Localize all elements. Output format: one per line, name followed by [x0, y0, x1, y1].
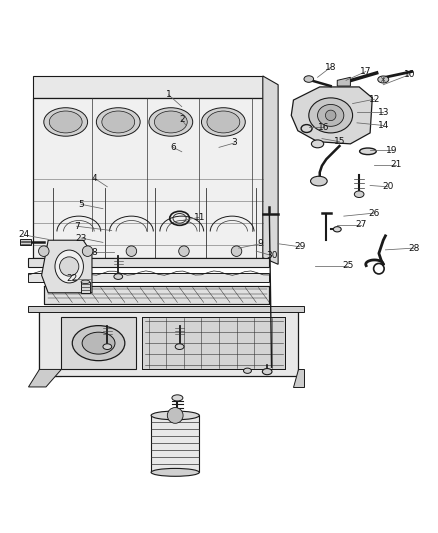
Ellipse shape [103, 344, 112, 350]
Ellipse shape [49, 111, 82, 133]
Text: 3: 3 [231, 139, 237, 148]
Polygon shape [291, 87, 372, 144]
Text: 13: 13 [378, 108, 389, 117]
Text: 27: 27 [356, 220, 367, 229]
Ellipse shape [304, 76, 314, 82]
Text: 5: 5 [78, 200, 84, 209]
Text: 2: 2 [179, 115, 184, 124]
Ellipse shape [378, 76, 389, 83]
Polygon shape [293, 369, 304, 387]
Text: 16: 16 [318, 123, 330, 132]
Ellipse shape [151, 411, 199, 420]
Ellipse shape [96, 108, 140, 136]
Text: 10: 10 [404, 70, 415, 79]
Circle shape [325, 110, 336, 120]
Polygon shape [263, 76, 278, 264]
Ellipse shape [262, 368, 272, 375]
Ellipse shape [172, 395, 183, 401]
Text: 4: 4 [92, 174, 97, 182]
Ellipse shape [102, 111, 135, 133]
Text: 6: 6 [170, 143, 176, 152]
Circle shape [39, 246, 49, 256]
Ellipse shape [151, 469, 199, 477]
Ellipse shape [311, 140, 324, 148]
Circle shape [231, 246, 242, 256]
Ellipse shape [318, 104, 344, 126]
Text: 17: 17 [360, 67, 371, 76]
Ellipse shape [114, 274, 123, 279]
Circle shape [60, 257, 79, 276]
Text: 19: 19 [386, 146, 398, 155]
Text: 25: 25 [343, 261, 354, 270]
Ellipse shape [201, 108, 245, 136]
Text: 18: 18 [325, 63, 336, 72]
Polygon shape [28, 258, 269, 266]
Text: 22: 22 [67, 274, 78, 283]
Circle shape [167, 408, 183, 423]
Ellipse shape [44, 108, 88, 136]
Polygon shape [28, 306, 304, 312]
Polygon shape [33, 98, 263, 258]
Text: 23: 23 [75, 233, 87, 243]
Polygon shape [20, 239, 31, 246]
Polygon shape [337, 77, 350, 86]
Text: 9: 9 [258, 239, 264, 248]
Ellipse shape [360, 148, 376, 155]
Ellipse shape [175, 344, 184, 350]
Text: 28: 28 [408, 244, 420, 253]
Polygon shape [142, 317, 285, 369]
Ellipse shape [333, 227, 341, 232]
Text: 1: 1 [166, 90, 172, 99]
Circle shape [126, 246, 137, 256]
Text: 30: 30 [266, 251, 277, 260]
Text: 8: 8 [91, 248, 97, 257]
Text: 11: 11 [194, 213, 205, 222]
Ellipse shape [207, 111, 240, 133]
Polygon shape [44, 286, 269, 304]
Circle shape [82, 246, 93, 256]
Text: 24: 24 [18, 230, 30, 239]
Polygon shape [33, 76, 263, 98]
Polygon shape [39, 308, 61, 376]
Text: 14: 14 [378, 121, 389, 130]
Ellipse shape [72, 326, 125, 361]
Text: 21: 21 [391, 160, 402, 169]
Ellipse shape [82, 332, 115, 354]
Ellipse shape [244, 368, 251, 374]
Polygon shape [81, 282, 90, 293]
Ellipse shape [55, 250, 84, 283]
Text: 29: 29 [294, 243, 306, 251]
Polygon shape [151, 415, 199, 472]
Circle shape [179, 246, 189, 256]
Ellipse shape [354, 191, 364, 198]
Text: 12: 12 [369, 95, 380, 104]
Text: 7: 7 [74, 222, 80, 231]
Ellipse shape [311, 176, 327, 186]
Text: 26: 26 [369, 208, 380, 217]
Polygon shape [39, 308, 298, 376]
Text: 15: 15 [334, 137, 345, 146]
Polygon shape [61, 317, 136, 369]
Ellipse shape [149, 108, 193, 136]
Ellipse shape [309, 98, 353, 133]
Polygon shape [28, 273, 269, 282]
Ellipse shape [154, 111, 187, 133]
Polygon shape [42, 240, 92, 293]
Polygon shape [28, 369, 61, 387]
Text: 20: 20 [382, 182, 393, 191]
Ellipse shape [81, 280, 90, 284]
